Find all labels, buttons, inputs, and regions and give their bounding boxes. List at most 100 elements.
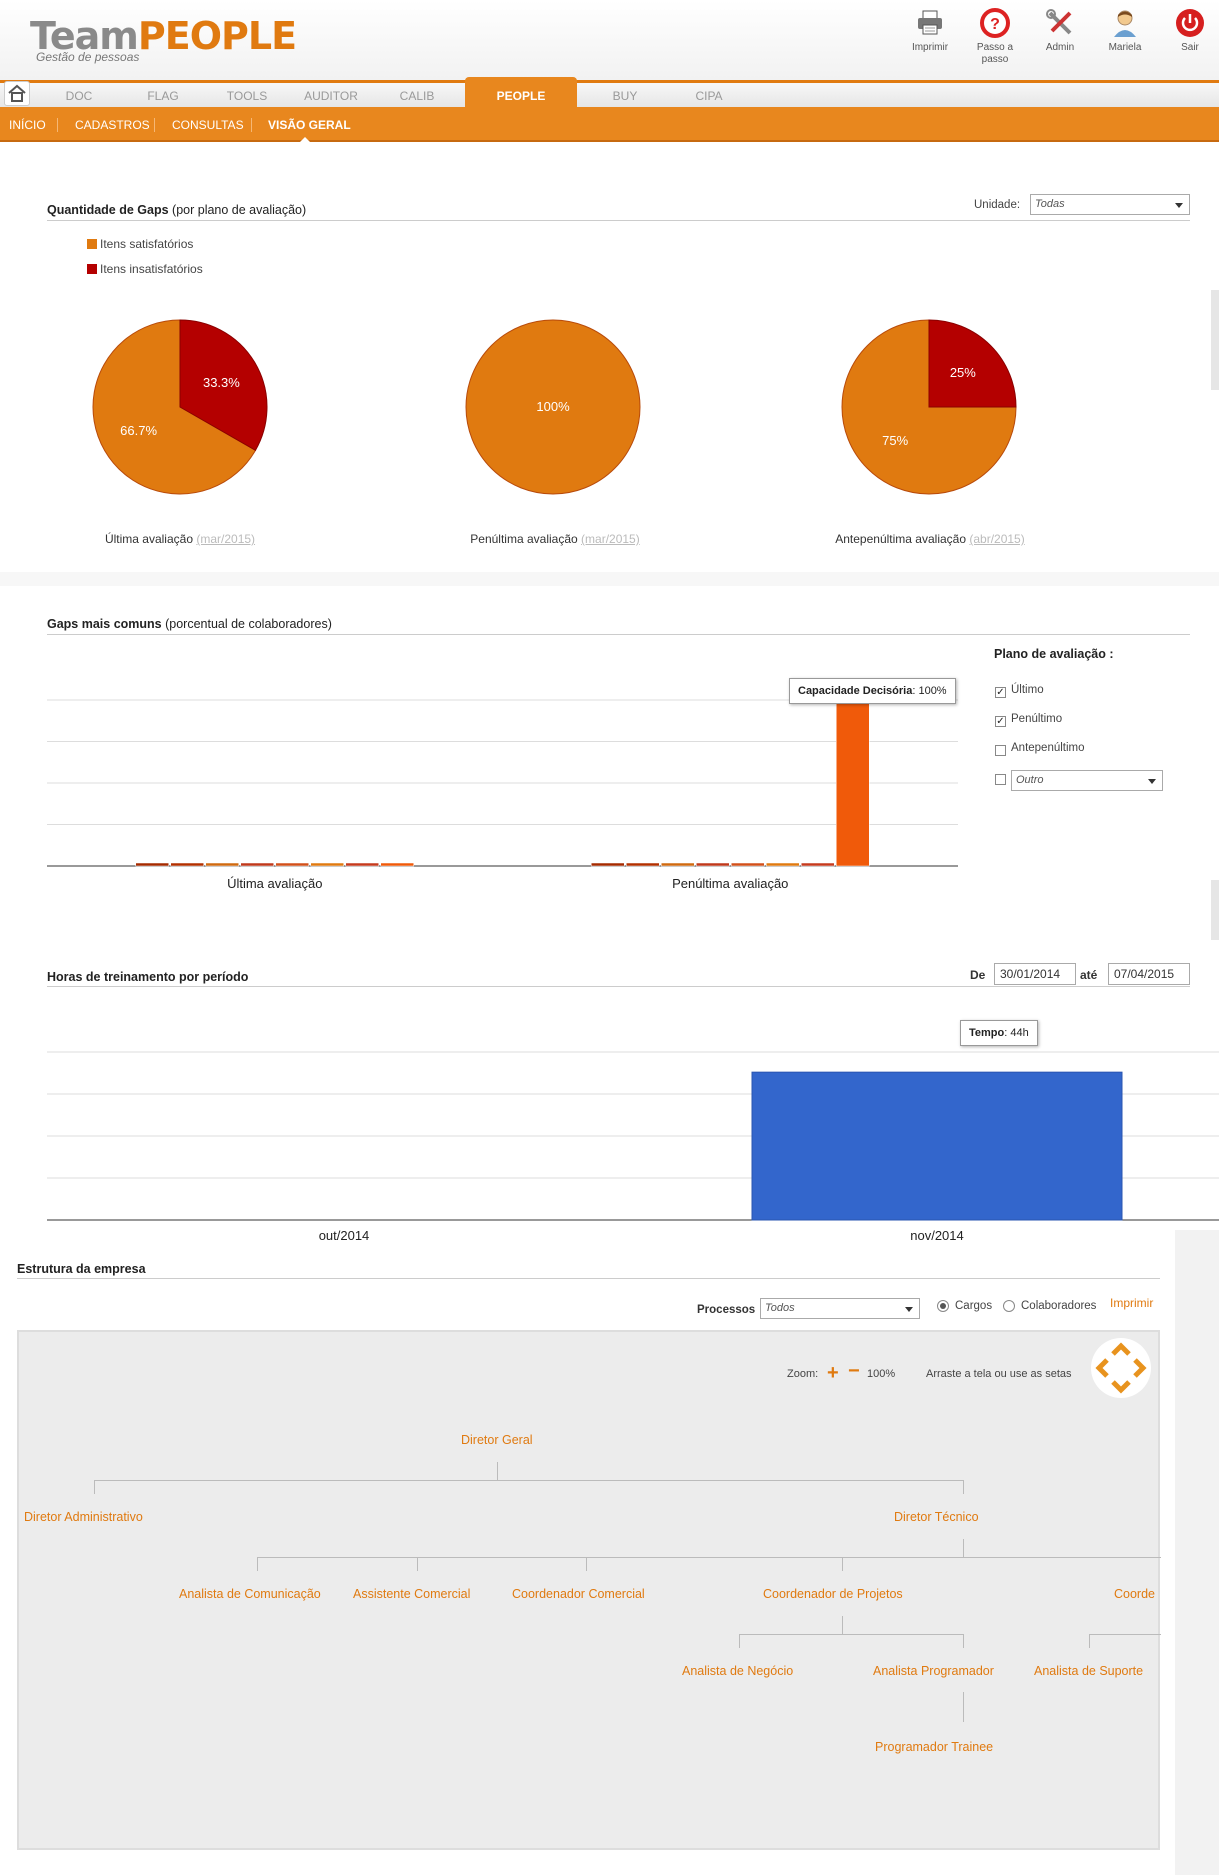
processes-value: Todos [765, 1302, 795, 1314]
zoom-label: Zoom: [787, 1368, 819, 1380]
zoom-out-icon[interactable]: − [848, 1360, 860, 1382]
subnav-cadastros[interactable]: CADASTROS [75, 118, 150, 132]
admin-label: Admin [1045, 42, 1075, 53]
brand-tagline: Gestão de pessoas [36, 50, 140, 64]
bar [751, 1071, 1123, 1221]
org-connector [963, 1480, 964, 1494]
printer-icon [918, 10, 942, 35]
subnav-visao-geral[interactable]: VISÃO GERAL [268, 118, 351, 132]
nav-people[interactable]: PEOPLE [465, 77, 577, 110]
section-divider [47, 634, 1190, 635]
scrollbar[interactable] [1175, 1230, 1219, 1875]
org-node-analista-negocio[interactable]: Analista de Negócio [682, 1664, 794, 1678]
print-button[interactable]: Imprimir [900, 8, 960, 54]
subnav-divider [57, 118, 58, 132]
scrollbar[interactable] [1211, 290, 1219, 390]
pie-data-label: 25% [950, 365, 976, 380]
zoom-in-icon[interactable]: + [827, 1362, 839, 1384]
org-node-diretor-geral[interactable]: Diretor Geral [461, 1433, 533, 1447]
radio-cargos[interactable] [937, 1300, 949, 1312]
org-chart-panel[interactable]: Zoom: + − 100% Arraste a tela ou use as … [17, 1330, 1161, 1850]
subnav-consultas[interactable]: CONSULTAS [172, 118, 244, 132]
org-connector [963, 1634, 964, 1648]
x-tick-label: out/2014 [319, 1228, 370, 1243]
step-by-step-button[interactable]: ? Passo a passo [964, 8, 1026, 66]
nav-tools[interactable]: TOOLS [226, 89, 268, 103]
bar [591, 862, 625, 867]
org-node-coordenador-comercial[interactable]: Coordenador Comercial [512, 1587, 645, 1601]
nav-auditor[interactable]: AUDITOR [304, 89, 358, 103]
org-node-assistente-comercial[interactable]: Assistente Comercial [353, 1587, 471, 1601]
processes-select[interactable]: Todos [760, 1298, 920, 1319]
processes-label: Processos [697, 1304, 756, 1316]
pie-caption-date[interactable]: (mar/2015) [196, 532, 256, 546]
chart-tooltip: Tempo: 44h [960, 1020, 1038, 1046]
pie-caption-date[interactable]: (mar/2015) [581, 532, 640, 546]
structure-title: Estrutura da empresa [17, 1262, 146, 1276]
pan-arrows-icon [1095, 1342, 1147, 1394]
plan-checkbox-third-last[interactable] [995, 745, 1006, 756]
org-node-coordenador-cut[interactable]: Coorde [1114, 1587, 1155, 1601]
home-icon [8, 84, 26, 102]
plan-checkbox-second-last[interactable]: ✓ [995, 716, 1006, 727]
plan-checkbox-other[interactable] [995, 774, 1006, 785]
user-button[interactable]: Mariela [1095, 8, 1155, 54]
nav-calib[interactable]: CALIB [399, 89, 435, 103]
bar [626, 862, 660, 867]
plan-option-third-last: Antepenúltimo [1011, 742, 1085, 754]
section-divider [17, 1278, 1160, 1279]
pie-slice [928, 319, 1017, 408]
subnav-inicio[interactable]: INÍCIO [9, 118, 46, 132]
nav-doc[interactable]: DOC [65, 89, 93, 103]
tooltip-value: : 44h [1004, 1027, 1029, 1039]
radio-colaboradores[interactable] [1003, 1300, 1015, 1312]
pan-control[interactable] [1091, 1338, 1151, 1398]
admin-button[interactable]: Admin [1030, 8, 1090, 54]
chart-tooltip: Capacidade Decisória: 100% [789, 678, 956, 704]
nav-flag[interactable]: FLAG [147, 89, 179, 103]
user-name: Mariela [1108, 42, 1142, 53]
org-node-diretor-administrativo[interactable]: Diretor Administrativo [24, 1510, 143, 1524]
org-node-analista-comunicacao[interactable]: Analista de Comunicação [179, 1587, 321, 1601]
pie-caption-date[interactable]: (abr/2015) [969, 532, 1025, 546]
section-divider [47, 986, 1190, 987]
bar [205, 862, 239, 867]
org-connector [257, 1557, 1161, 1558]
brand-logo[interactable]: TeamPEOPLE [30, 14, 297, 58]
org-node-coordenador-projetos[interactable]: Coordenador de Projetos [763, 1587, 903, 1601]
org-node-analista-programador[interactable]: Analista Programador [873, 1664, 994, 1678]
org-node-programador-trainee[interactable]: Programador Trainee [875, 1740, 994, 1754]
nav-cipa[interactable]: CIPA [695, 89, 723, 103]
gaps-pie-charts: 33.3% 66.7% 100% 25% 75% [92, 319, 1017, 495]
scrollbar[interactable] [1211, 880, 1219, 940]
pie-slice [179, 319, 268, 452]
home-button[interactable] [4, 81, 30, 106]
chevron-down-icon [1175, 203, 1183, 208]
pie-slice [92, 319, 257, 495]
org-node-analista-suporte[interactable]: Analista de Suporte [1034, 1664, 1144, 1678]
structure-print-link[interactable]: Imprimir [1110, 1296, 1154, 1310]
pie-caption-text: Última avaliação [104, 532, 193, 546]
org-connector [842, 1616, 843, 1634]
tools-icon [1046, 9, 1072, 35]
plan-title: Plano de avaliação : [994, 647, 1114, 661]
plan-checkbox-last[interactable]: ✓ [995, 687, 1006, 698]
org-connector [739, 1634, 963, 1635]
org-connector [842, 1557, 843, 1571]
x-tick-label: nov/2014 [910, 1228, 964, 1243]
org-node-diretor-tecnico[interactable]: Diretor Técnico [894, 1510, 979, 1524]
radio-colaboradores-label: Colaboradores [1021, 1300, 1097, 1312]
pie-caption-last: Última avaliação (mar/2015) [80, 532, 280, 546]
pie-caption-third-last: Antepenúltima avaliação (abr/2015) [805, 532, 1055, 546]
gaps-section-title: Quantidade de Gaps (por plano de avaliaç… [47, 203, 306, 217]
bar [836, 701, 870, 867]
unit-select[interactable]: Todas [1030, 194, 1190, 215]
date-to-input[interactable]: 07/04/2015 [1108, 963, 1190, 985]
pie-data-label: 33.3% [203, 375, 240, 390]
date-from-input[interactable]: 30/01/2014 [994, 963, 1076, 985]
org-connector [94, 1480, 95, 1494]
training-hours-chart: out/2014 nov/2014 [47, 1051, 1219, 1243]
nav-buy[interactable]: BUY [612, 89, 638, 103]
logout-button[interactable]: Sair [1160, 8, 1219, 54]
plan-other-select[interactable]: Outro [1011, 770, 1163, 791]
